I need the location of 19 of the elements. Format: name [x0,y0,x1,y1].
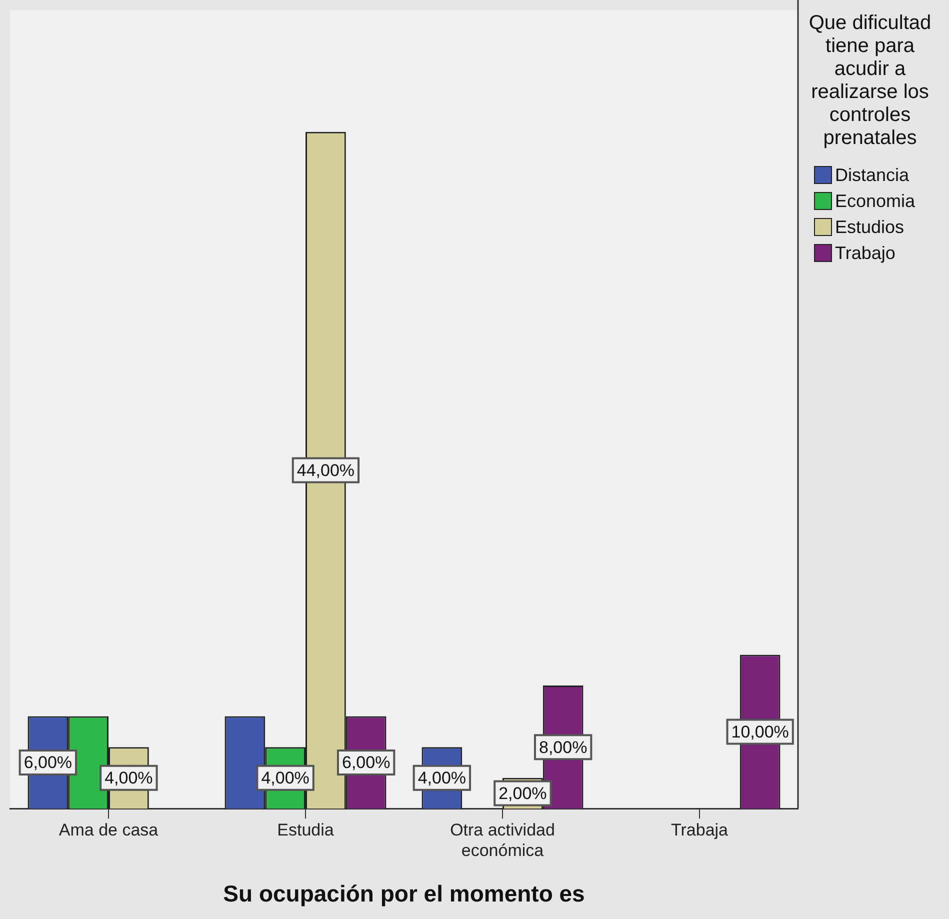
x-axis-title: Su ocupación por el momento es [223,880,585,907]
legend-label: Estudios [835,216,904,238]
x-tick-label: Trabaja [670,820,729,840]
data-label: 6,00% [342,753,390,772]
data-label: 2,00% [498,784,547,803]
data-label: 4,00% [261,768,310,788]
data-label: 4,00% [418,768,466,788]
data-label: 8,00% [538,738,588,757]
data-label: 4,00% [104,768,153,788]
legend-label: Distancia [835,164,910,186]
legend-label: Trabajo [835,242,896,264]
x-tick-label: Otra actividad económica [450,820,555,860]
data-label: 44,00% [296,460,355,480]
data-label: 10,00% [731,722,789,742]
x-tick-label: Ama de casa [58,820,159,840]
x-tick-label: Estudia [277,820,334,840]
legend-title: Que dificultad tiene para acudir a realizarse los controles prenatales [808,12,932,150]
legend-label: Economia [835,190,916,212]
data-label: 6,00% [24,753,72,772]
